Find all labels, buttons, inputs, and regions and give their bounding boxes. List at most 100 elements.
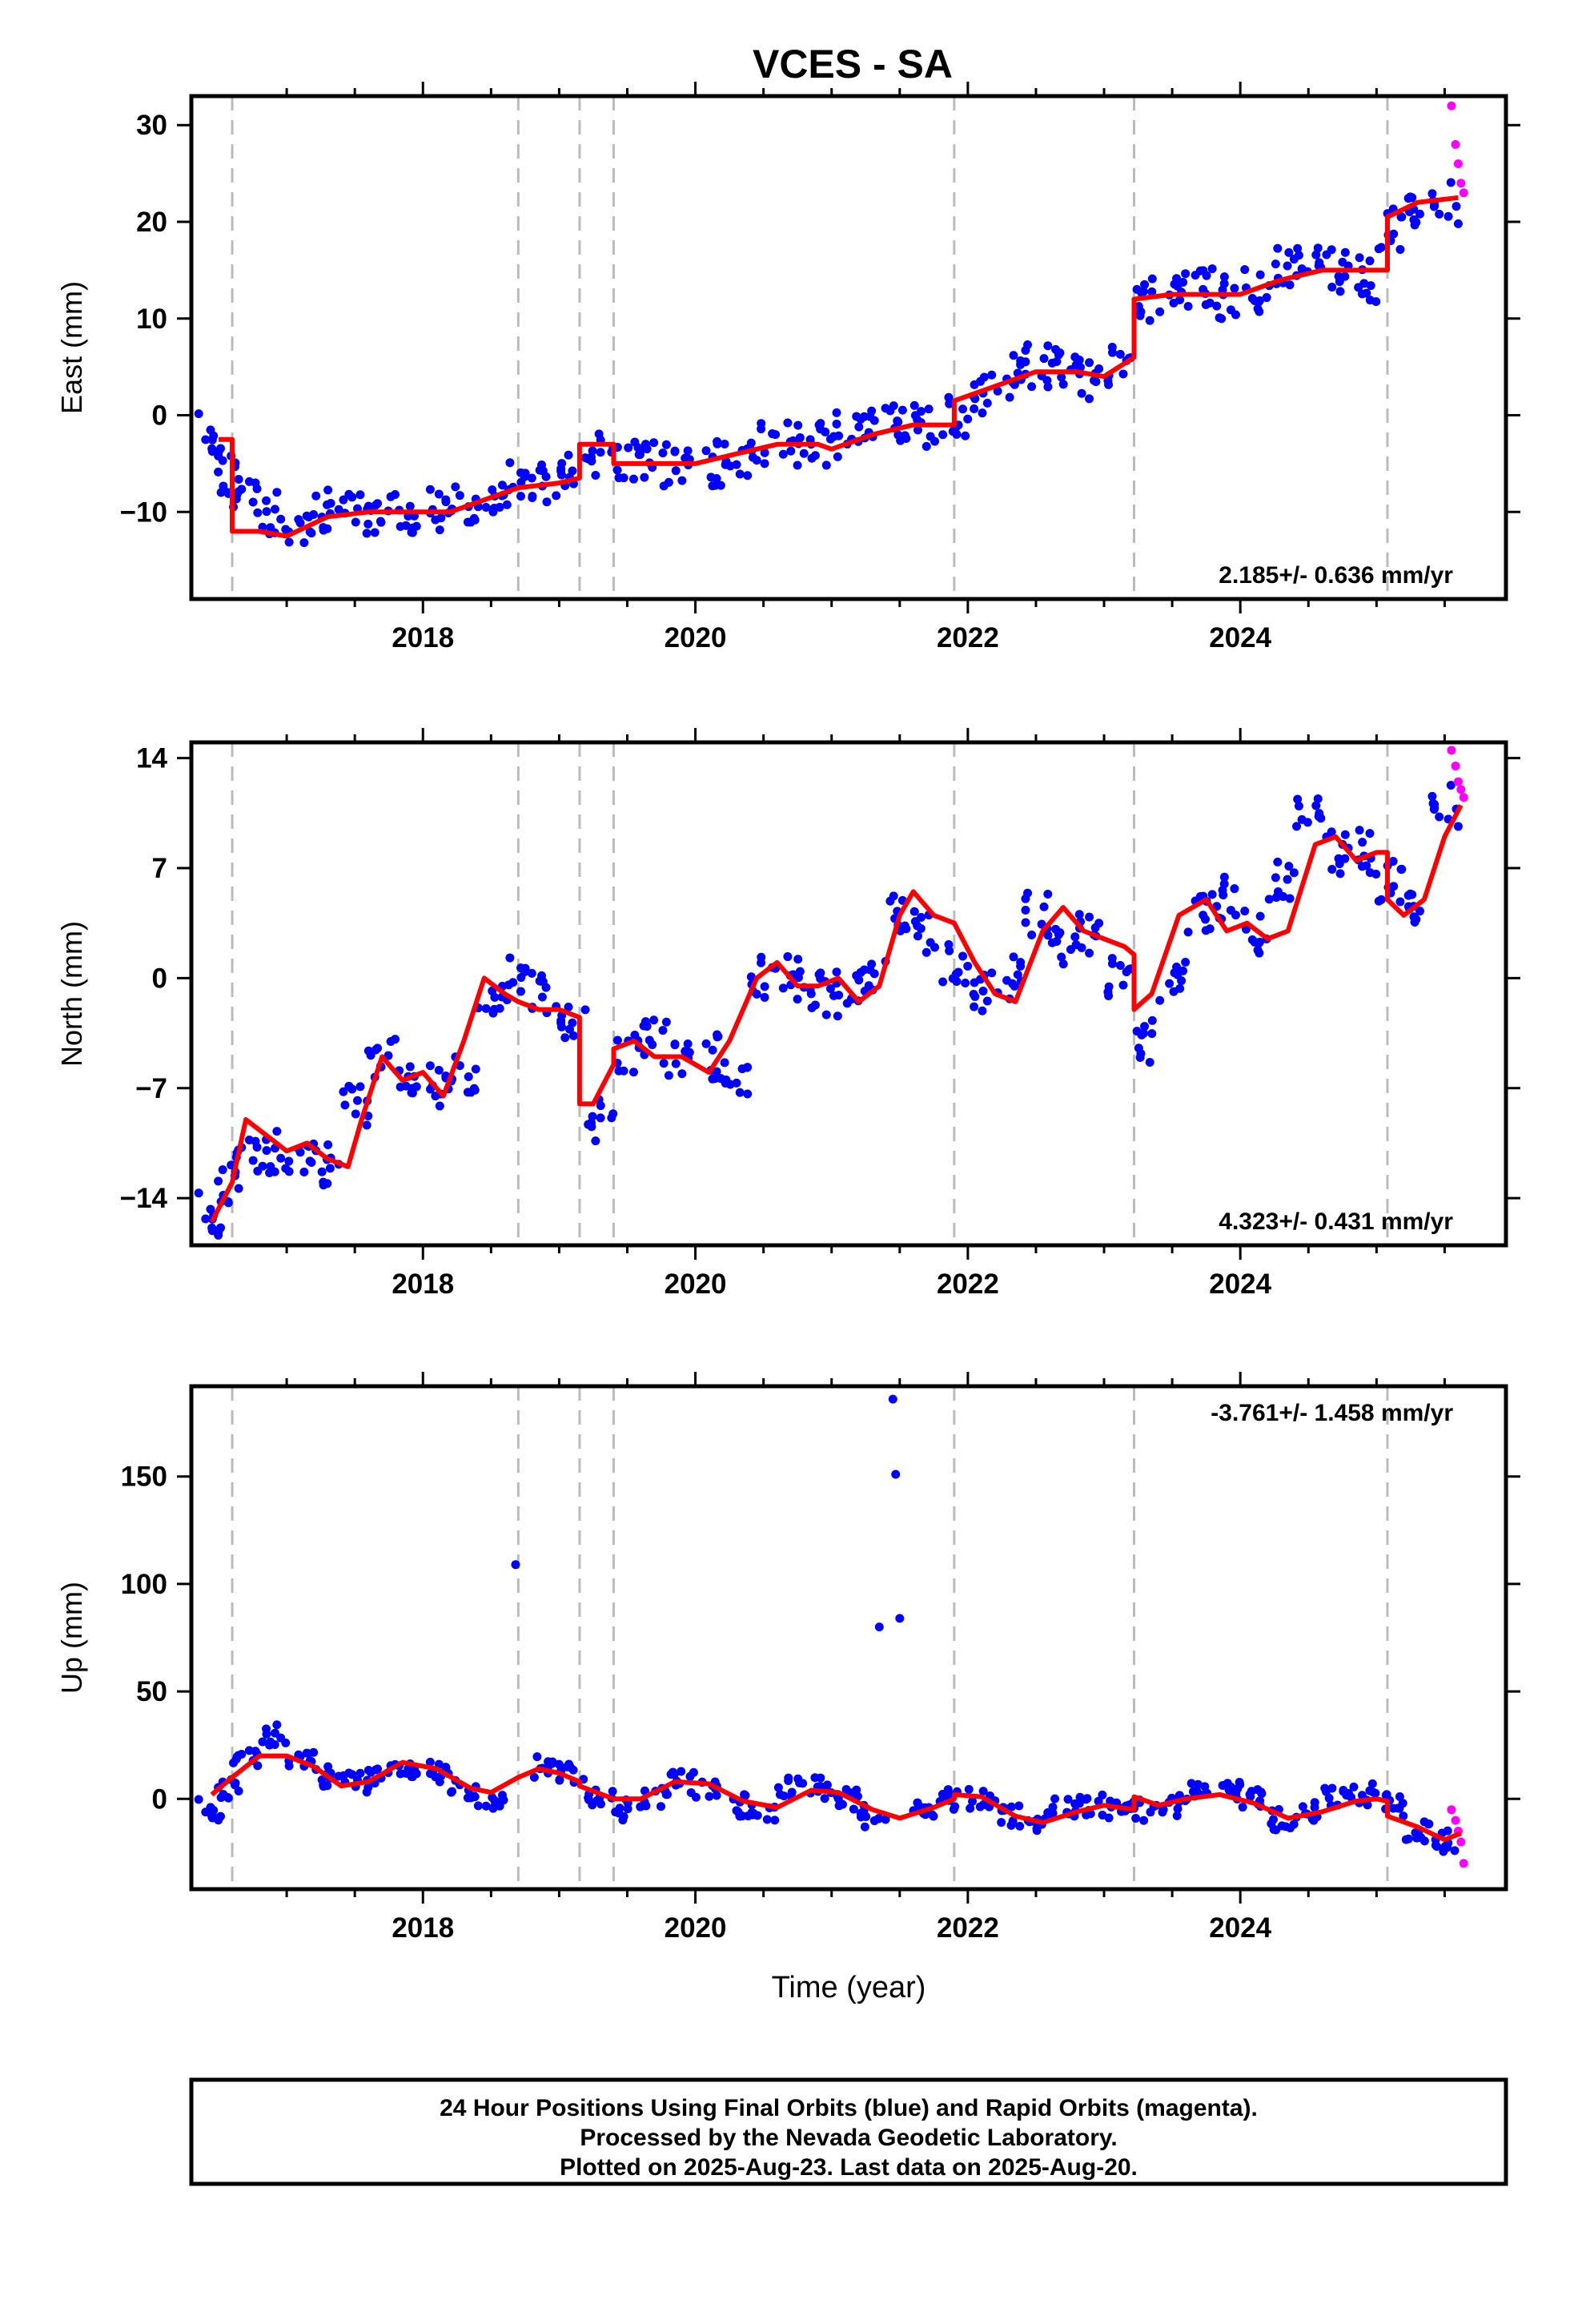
final-orbit-point <box>1403 1834 1413 1844</box>
final-orbit-point <box>859 412 869 421</box>
final-orbit-point <box>888 1394 897 1404</box>
final-orbit-point <box>451 482 460 492</box>
final-orbit-point <box>926 938 935 947</box>
final-orbit-point <box>683 446 693 456</box>
rapid-orbit-point <box>1451 1815 1460 1825</box>
final-orbit-point <box>1311 250 1321 259</box>
final-orbit-point <box>611 1807 620 1817</box>
final-orbit-point <box>1052 357 1062 367</box>
final-orbit-point <box>793 420 803 430</box>
final-orbit-point <box>760 448 769 457</box>
final-orbit-point <box>833 1011 842 1021</box>
final-orbit-point <box>362 1120 371 1130</box>
final-orbit-point <box>978 408 987 418</box>
final-orbit-point <box>1155 307 1165 316</box>
final-orbit-point <box>299 1168 309 1177</box>
rapid-orbit-point <box>1456 1837 1466 1847</box>
final-orbit-point <box>1365 296 1375 305</box>
final-orbit-point <box>1042 376 1052 385</box>
final-orbit-point <box>833 1794 843 1803</box>
final-orbit-point <box>1334 271 1343 281</box>
final-orbit-point <box>219 481 228 491</box>
y-tick-label: 7 <box>152 853 167 884</box>
final-orbit-point <box>1389 229 1399 239</box>
final-orbit-point <box>548 1757 557 1767</box>
final-orbit-point <box>339 495 348 505</box>
final-orbit-point <box>1016 962 1026 971</box>
final-orbit-point <box>1393 1803 1403 1813</box>
final-orbit-point <box>1172 963 1182 972</box>
final-orbit-point <box>677 1069 687 1079</box>
final-orbit-point <box>806 989 816 999</box>
final-orbit-point <box>1077 388 1086 398</box>
final-orbit-point <box>1357 289 1367 299</box>
final-orbit-point <box>816 424 825 434</box>
final-orbit-point <box>466 1793 476 1803</box>
final-orbit-point <box>795 433 805 443</box>
final-orbit-point <box>917 912 926 922</box>
plot-frame <box>189 94 1508 601</box>
final-orbit-point <box>353 1096 363 1105</box>
final-orbit-point <box>564 450 573 460</box>
final-orbit-point <box>669 1770 679 1779</box>
final-orbit-point <box>1147 1029 1157 1039</box>
final-orbit-point <box>1247 1787 1256 1796</box>
final-orbit-point <box>253 508 263 517</box>
final-orbit-point <box>735 469 745 479</box>
final-orbit-point <box>584 1120 593 1129</box>
final-orbit-point <box>1147 287 1157 296</box>
final-orbit-point <box>891 1470 901 1479</box>
final-orbit-point <box>1074 356 1084 365</box>
rapid-orbit-point <box>1456 785 1466 794</box>
final-orbit-point <box>1238 1803 1247 1812</box>
final-orbit-point <box>1349 1782 1359 1791</box>
final-orbit-point <box>834 1801 844 1811</box>
final-orbit-point <box>284 1761 294 1771</box>
final-orbit-point <box>958 951 968 961</box>
final-orbit-point <box>1039 902 1049 911</box>
final-orbit-point <box>987 968 997 978</box>
final-orbit-point <box>1115 961 1125 971</box>
final-orbit-point <box>560 1033 570 1043</box>
final-orbit-point <box>1335 287 1345 296</box>
final-orbit-point <box>740 1791 749 1800</box>
final-orbit-point <box>557 459 567 468</box>
final-orbit-point <box>248 1156 258 1165</box>
final-orbit-point <box>262 1146 271 1156</box>
final-orbit-point <box>1082 1794 1092 1803</box>
final-orbit-point <box>541 983 551 992</box>
final-orbit-point <box>1219 279 1229 288</box>
final-orbit-point <box>963 961 973 971</box>
final-orbit-point <box>201 1807 211 1817</box>
final-orbit-point <box>455 491 464 501</box>
final-orbit-point <box>1389 882 1399 891</box>
final-orbit-point <box>921 947 931 957</box>
final-orbit-point <box>787 1787 797 1797</box>
final-orbit-point <box>370 528 379 537</box>
final-orbit-point <box>849 1804 858 1814</box>
final-orbit-point <box>541 472 551 481</box>
final-orbit-point <box>1255 911 1265 921</box>
final-orbit-point <box>1395 897 1405 907</box>
final-orbit-point <box>1135 311 1145 320</box>
final-orbit-point <box>1255 937 1264 947</box>
final-orbit-point <box>834 991 844 1000</box>
y-tick-label: −7 <box>135 1073 167 1104</box>
final-orbit-point <box>1215 313 1224 323</box>
final-orbit-point <box>1294 251 1303 260</box>
plot-area <box>194 1394 1468 1868</box>
final-orbit-point <box>1327 245 1336 255</box>
final-orbit-point <box>466 1088 476 1097</box>
final-orbit-point <box>262 496 271 505</box>
y-tick-label: 0 <box>152 1783 167 1815</box>
final-orbit-point <box>1289 868 1299 878</box>
final-orbit-point <box>1264 895 1274 904</box>
final-orbit-point <box>1340 830 1350 839</box>
final-orbit-point <box>319 523 328 533</box>
final-orbit-point <box>405 1062 415 1072</box>
final-orbit-point <box>954 967 963 977</box>
final-orbit-point <box>1140 279 1150 289</box>
final-orbit-point <box>1231 911 1240 920</box>
final-orbit-point <box>909 400 919 410</box>
final-orbit-point <box>396 522 405 532</box>
